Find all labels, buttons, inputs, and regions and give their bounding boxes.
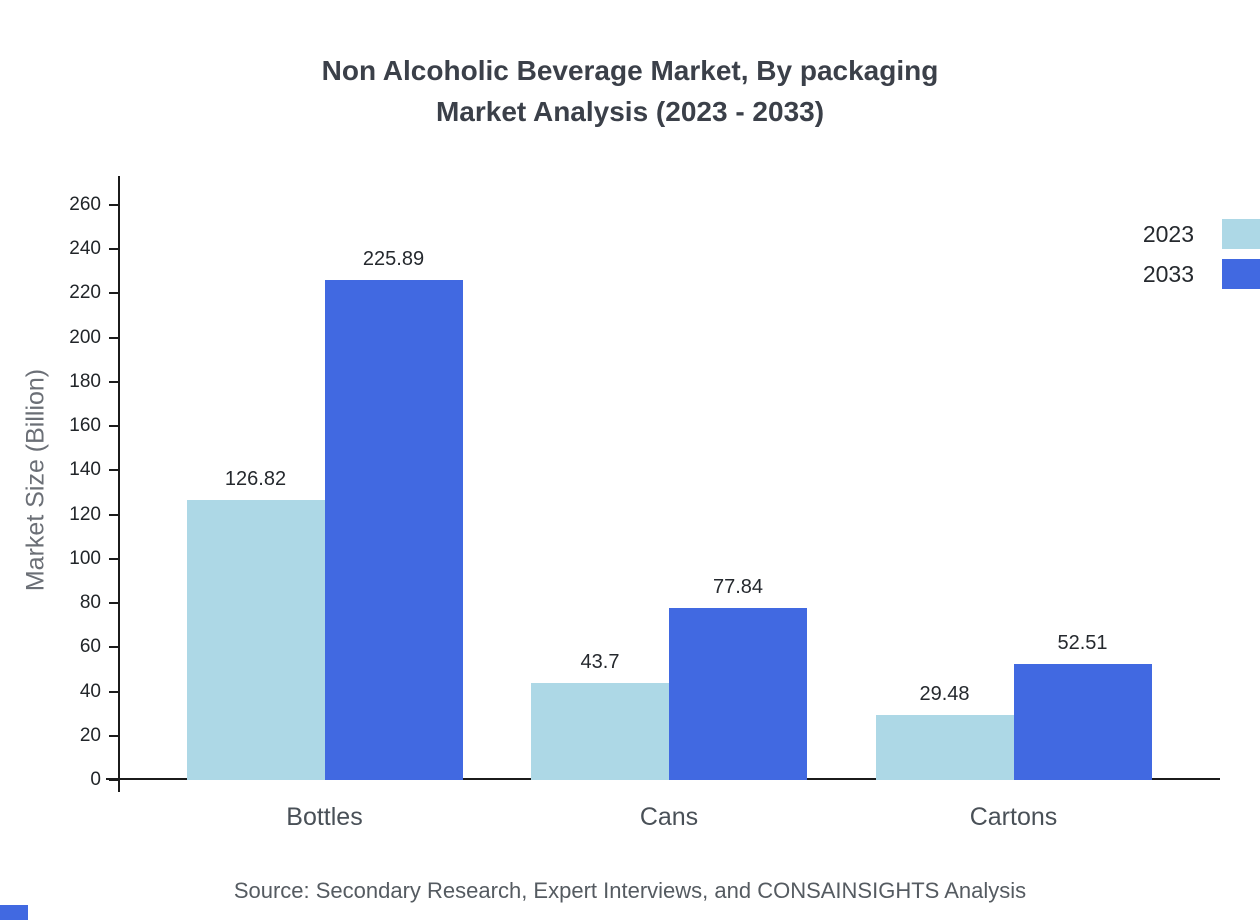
y-axis-line	[118, 176, 120, 792]
category-label: Bottles	[286, 803, 363, 831]
bar-2023-cans: 43.7	[531, 651, 669, 780]
y-tick-label: 160	[69, 415, 101, 437]
source-note: Source: Secondary Research, Expert Inter…	[233, 878, 1027, 903]
chart-title-line2: Market Analysis (2023 - 2033)	[435, 96, 825, 127]
legend-swatch	[1222, 259, 1260, 289]
chart-title-line1: Non Alcoholic Beverage Market, By packag…	[321, 55, 939, 86]
y-tick-label: 180	[69, 370, 101, 392]
y-tick-mark	[109, 646, 118, 649]
bar-group-bottles: 126.82 225.89 Bottles	[186, 180, 463, 831]
bar-2023-cartons: 29.48	[875, 683, 1014, 780]
y-tick-label: 200	[69, 326, 101, 348]
bar-value-label: 29.48	[919, 682, 970, 705]
bar-2033-bottles: 225.89	[324, 248, 463, 780]
legend: 2023 2033	[1143, 218, 1260, 290]
bars-container: 126.82 225.89 Bottles 43.7 77.84 Cans 29.48 52.…	[118, 180, 1220, 831]
y-tick-mark	[109, 248, 118, 251]
y-tick-mark	[109, 513, 118, 516]
y-tick-label: 220	[69, 282, 101, 304]
y-tick-mark	[109, 425, 118, 428]
y-tick-label: 60	[79, 636, 101, 658]
category-label: Cans	[639, 803, 699, 831]
bar-value-label: 77.84	[712, 575, 764, 598]
legend-item-2023: 2023	[1143, 218, 1260, 250]
y-tick-label: 0	[90, 769, 101, 790]
bar-group-cartons: 29.48 52.51 Cartons	[875, 180, 1152, 831]
y-tick-label: 100	[69, 547, 101, 569]
bar-2033-cartons: 52.51	[1013, 632, 1152, 780]
legend-label: 2033	[1142, 260, 1194, 287]
plot-area: 0 20 40 60 80 100 120 140 160 180 200 220 240 260 126…	[69, 176, 1220, 831]
y-tick-mark	[109, 380, 118, 383]
bar-2023-bottles: 126.82	[186, 468, 325, 780]
y-tick-mark	[109, 204, 118, 206]
bar-value-label: 52.51	[1057, 631, 1108, 654]
y-tick-mark	[109, 602, 118, 605]
bottom-left-accent	[0, 905, 28, 920]
y-tick-label: 240	[69, 238, 101, 260]
y-tick-mark	[109, 336, 118, 339]
y-tick-mark	[109, 690, 118, 693]
y-tick-label: 120	[69, 503, 101, 525]
y-tick-mark	[109, 734, 118, 737]
bar-2033-cans: 77.84	[669, 576, 807, 780]
y-tick-label: 20	[79, 724, 101, 746]
bar-value-label: 43.7	[580, 651, 620, 674]
y-tick-mark	[109, 469, 118, 472]
bar-group-cans: 43.7 77.84 Cans	[531, 180, 807, 831]
y-tick-label: 260	[69, 194, 101, 215]
y-tick-label: 80	[79, 592, 101, 614]
chart-title: Non Alcoholic Beverage Market, By packag…	[0, 50, 1260, 132]
category-label: Cartons	[969, 803, 1058, 831]
y-tick-label: 140	[69, 459, 101, 481]
legend-swatch	[1222, 219, 1260, 249]
y-tick-mark	[109, 779, 118, 781]
y-tick-mark	[109, 557, 118, 560]
bar-value-label: 126.82	[224, 467, 287, 490]
y-tick-mark	[109, 292, 118, 295]
y-tick-label: 40	[79, 680, 101, 702]
bar-value-label: 225.89	[362, 248, 425, 271]
legend-label: 2023	[1142, 220, 1194, 247]
legend-item-2033: 2033	[1143, 258, 1260, 290]
